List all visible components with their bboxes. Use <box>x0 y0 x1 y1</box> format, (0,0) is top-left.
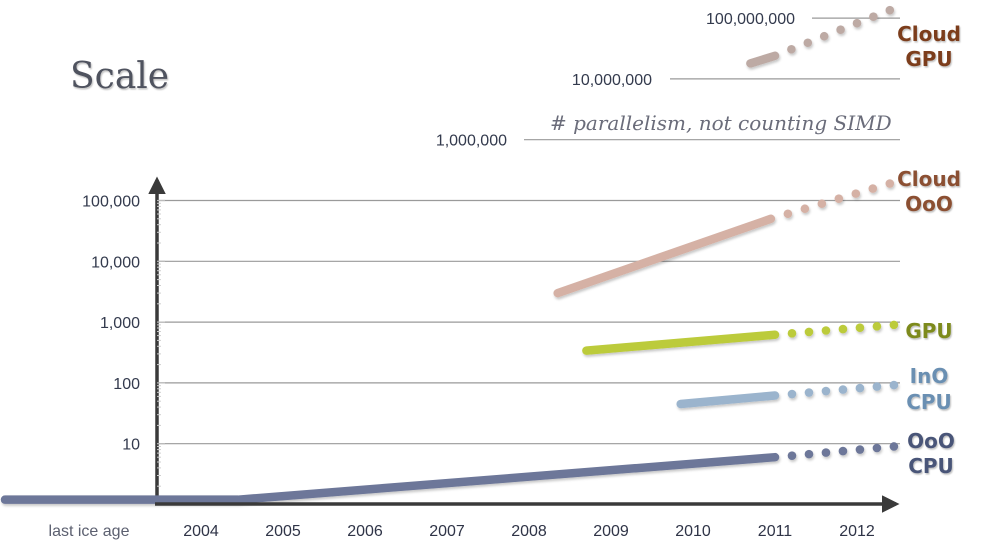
y-tick-label: 10,000 <box>91 254 140 271</box>
y-tick-label: 10 <box>122 437 140 454</box>
gridlines <box>157 17 900 445</box>
x-tick-label: 2007 <box>429 523 465 540</box>
projection-dot <box>787 389 797 399</box>
series-ooo-cpu <box>0 442 899 504</box>
projection-dot <box>885 5 895 15</box>
series-label-cloud-ooo: Cloud <box>897 167 961 191</box>
projection-dot <box>851 189 861 198</box>
projection-dot <box>804 388 814 397</box>
series-label-cloud-gpu: Cloud <box>897 22 961 46</box>
projection-dot <box>889 442 899 451</box>
y-tick-label-upper: 100,000,000 <box>706 11 795 28</box>
projection-dot <box>872 321 882 331</box>
projection-dot <box>821 326 831 335</box>
series-label-ino-cpu: InO <box>910 364 949 388</box>
projection-dot <box>868 184 878 193</box>
projection-dot <box>787 451 797 460</box>
series-label-ooo-cpu: CPU <box>908 454 954 478</box>
series-label-ooo-cpu: OoO <box>907 429 955 453</box>
projection-dot <box>800 204 810 214</box>
series-gpu <box>582 320 899 355</box>
projection-dot <box>872 382 882 391</box>
projection-dot <box>821 448 831 457</box>
projection-dot <box>838 385 848 394</box>
chart-annotation: # parallelism, not counting SIMD <box>550 111 892 135</box>
projection-dot <box>804 327 814 337</box>
x-tick-label: 2004 <box>183 523 219 540</box>
projection-dot <box>821 386 831 396</box>
projection-dot <box>855 383 865 393</box>
projection-dot <box>819 31 829 41</box>
y-tick-label: 100,000 <box>82 194 140 211</box>
projection-dot <box>838 446 848 456</box>
projection-dot <box>889 380 899 390</box>
projection-dot <box>783 209 793 219</box>
projection-dot <box>787 44 796 54</box>
x-tick-label: 2005 <box>265 523 301 540</box>
projection-dot <box>889 320 899 330</box>
x-tick-label: 2008 <box>511 523 547 540</box>
series-label-ino-cpu: CPU <box>906 390 952 414</box>
series-line-ooo-cpu <box>0 452 780 504</box>
y-axis-minor-ticks <box>157 199 165 487</box>
series-line-cloud-ooo <box>553 214 776 298</box>
projection-dot <box>855 445 865 454</box>
projection-dot <box>787 329 797 338</box>
series-ino-cpu <box>676 380 899 409</box>
series-line-ino-cpu <box>676 391 780 409</box>
x-tick-label: 2009 <box>593 523 629 540</box>
series-label-cloud-gpu: GPU <box>905 47 952 71</box>
slide-title: Scale <box>70 56 169 97</box>
y-tick-label-upper: 1,000,000 <box>436 133 507 150</box>
series-cloud-gpu <box>746 5 895 68</box>
y-tick-label-upper: 10,000,000 <box>572 72 652 89</box>
y-tick-label: 1,000 <box>100 315 140 332</box>
x-tick-label: 2011 <box>758 523 793 540</box>
y-axis-tick-labels: 10 100 1,000 10,000 100,000 1,000,000 10,000,0… <box>82 11 795 454</box>
series-cloud-ooo <box>553 179 895 298</box>
projection-dot <box>852 18 862 28</box>
series-line-cloud-gpu <box>746 51 780 68</box>
series-label-gpu: GPU <box>905 319 952 343</box>
projection-dot <box>869 12 878 21</box>
projection-dot <box>838 324 848 334</box>
x-tick-label: 2010 <box>675 523 711 540</box>
x-tick-label: 2006 <box>347 523 383 540</box>
series-label-cloud-ooo: OoO <box>905 192 953 216</box>
projection-dot <box>836 25 845 35</box>
x-axis-tick-labels: last ice age 2004 2005 2006 2007 2008 2009 2010… <box>49 523 875 540</box>
projection-dot <box>804 449 814 459</box>
projection-dot <box>817 199 827 208</box>
y-tick-label: 100 <box>113 376 140 393</box>
x-tick-label: 2012 <box>839 523 875 540</box>
projection-dot <box>803 38 813 48</box>
projection-dot <box>834 194 844 203</box>
projection-dot <box>885 179 895 188</box>
series-line-gpu <box>582 330 780 355</box>
series-group <box>0 5 899 504</box>
projection-dot <box>872 443 882 453</box>
projection-dot <box>855 323 865 332</box>
x-tick-label-last-ice-age: last ice age <box>49 523 130 540</box>
